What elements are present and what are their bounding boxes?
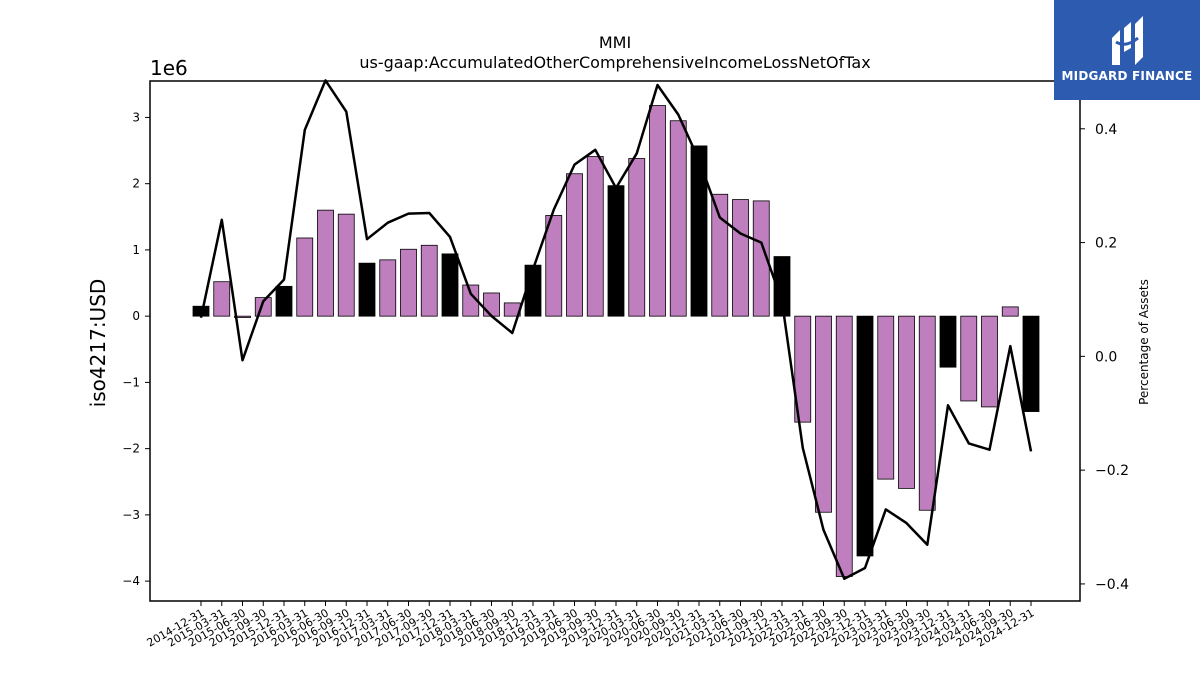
y2-tick-label: 0.0 (1095, 349, 1117, 365)
bar-2016-06-30 (317, 209, 334, 317)
y2-tick-label: 0.2 (1095, 236, 1117, 252)
y2-tick-label: −0.2 (1095, 463, 1129, 479)
bar-2020-09-30 (669, 120, 687, 317)
y-tick-label: −3 (122, 508, 140, 522)
y-axis-label: iso4217:USD (86, 279, 110, 408)
bar-2022-03-31 (794, 315, 812, 423)
bar-2019-06-30 (566, 173, 583, 317)
bar-2021-03-31 (711, 193, 729, 317)
bar-2015-03-31 (213, 281, 231, 317)
y-tick-label: 3 (132, 110, 140, 124)
line-group (199, 79, 1033, 581)
y2-tick-label: 0.4 (1095, 122, 1117, 138)
y-tick-label: −4 (122, 574, 140, 588)
bar-2017-06-30 (400, 248, 417, 317)
bar-2016-03-31 (296, 237, 314, 317)
logo-mark-icon (1112, 16, 1143, 65)
y-scale-label: 1e6 (150, 56, 188, 80)
y2-axis-label: Percentage of Assets (1137, 279, 1151, 405)
bar-2023-03-31 (877, 315, 895, 480)
bar-2024-06-30 (981, 315, 998, 408)
bar-2024-12-31 (1022, 315, 1040, 412)
bar-2021-09-30 (752, 200, 770, 317)
bar-2024-09-30 (1001, 306, 1019, 317)
axes-group: −4−3−2−10123−0.4−0.20.00.20.42014-12-312… (122, 110, 1129, 649)
bar-2015-12-31 (275, 285, 293, 317)
bar-2017-03-31 (379, 259, 397, 317)
bar-2022-09-30 (835, 315, 853, 577)
bar-2019-12-31 (607, 185, 625, 317)
bar-2016-12-31 (358, 262, 376, 317)
series-line-percentage (199, 79, 1033, 581)
bar-2017-12-31 (441, 253, 459, 317)
y-tick-label: −2 (122, 442, 140, 456)
logo-text: MIDGARD FINANCE (1061, 69, 1193, 83)
bar-2023-09-30 (918, 315, 936, 511)
bar-2022-06-30 (815, 315, 832, 513)
plot-frame (149, 80, 1081, 602)
bar-2021-06-30 (732, 199, 749, 317)
bar-2019-03-31 (545, 215, 563, 317)
bar-2017-09-30 (420, 244, 438, 317)
bar-2022-12-31 (856, 315, 874, 557)
bar-2019-09-30 (586, 156, 604, 317)
y-tick-label: −1 (122, 375, 140, 389)
y-tick-label: 1 (132, 243, 140, 257)
bar-2016-09-30 (337, 213, 355, 317)
bar-group (192, 105, 1040, 577)
bar-2015-06-30 (234, 315, 251, 318)
chart-title: MMI (599, 33, 631, 52)
bar-2023-12-31 (939, 315, 957, 368)
bar-2018-06-30 (483, 292, 500, 317)
bar-2021-12-31 (773, 256, 791, 317)
y-tick-label: 0 (132, 309, 140, 323)
bar-2023-06-30 (898, 315, 915, 489)
bar-2024-03-31 (960, 315, 978, 402)
bar-2020-06-30 (649, 105, 666, 317)
bar-2020-03-31 (628, 158, 646, 317)
chart-subtitle: us-gaap:AccumulatedOtherComprehensiveInc… (359, 53, 870, 72)
bar-2020-12-31 (690, 145, 708, 317)
midgard-finance-logo: MIDGARD FINANCE (1054, 0, 1200, 100)
y-tick-label: 2 (132, 177, 140, 191)
y2-tick-label: −0.4 (1095, 577, 1129, 593)
